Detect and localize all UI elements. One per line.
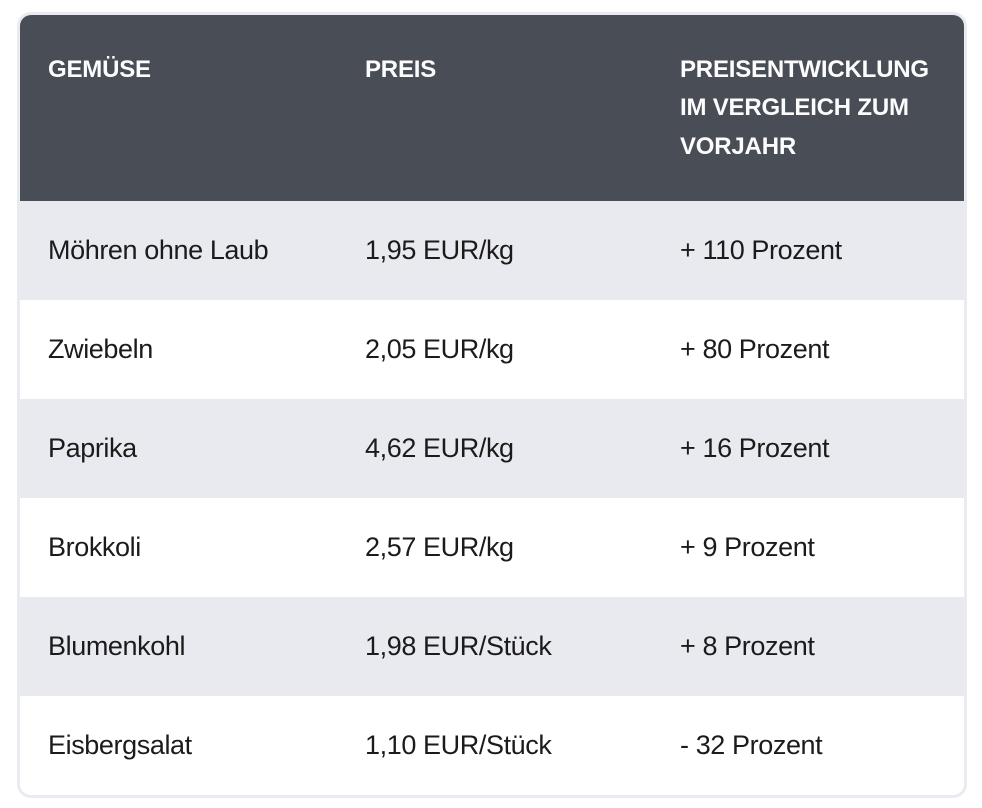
table-row: Möhren ohne Laub 1,95 EUR/kg + 110 Prozent [20,201,964,300]
table-row: Paprika 4,62 EUR/kg + 16 Prozent [20,399,964,498]
table-row: Blumenkohl 1,98 EUR/Stück + 8 Prozent [20,597,964,696]
cell-change: + 16 Prozent [680,433,830,463]
cell-change: + 8 Prozent [680,631,815,661]
cell-price: 1,95 EUR/kg [365,235,514,265]
cell-name: Zwiebeln [48,334,153,364]
cell-price: 1,98 EUR/Stück [365,631,552,661]
cell-price: 2,57 EUR/kg [365,532,514,562]
column-header-preis: PREIS [365,56,437,83]
table-row: Brokkoli 2,57 EUR/kg + 9 Prozent [20,498,964,597]
cell-price: 4,62 EUR/kg [365,433,514,463]
table-row: Zwiebeln 2,05 EUR/kg + 80 Prozent [20,300,964,399]
cell-price: 1,10 EUR/Stück [365,730,552,760]
table-row: Eisbergsalat 1,10 EUR/Stück - 32 Prozent [20,696,964,795]
cell-change: - 32 Prozent [680,730,823,760]
table-body: Möhren ohne Laub 1,95 EUR/kg + 110 Prozent… [20,201,964,795]
cell-name: Brokkoli [48,532,141,562]
cell-change: + 110 Prozent [680,235,842,265]
column-header-preisentwicklung: PREISENTWICKLUNG IM VERGLEICH ZUM VORJAH… [680,56,929,160]
cell-name: Paprika [48,433,137,463]
cell-change: + 80 Prozent [680,334,830,364]
column-header-gemuese: GEMÜSE [48,56,151,83]
cell-name: Blumenkohl [48,631,186,661]
cell-name: Eisbergsalat [48,730,192,760]
cell-name: Möhren ohne Laub [48,235,269,265]
cell-price: 2,05 EUR/kg [365,334,514,364]
vegetable-price-table: GEMÜSE PREIS PREISENTWICKLUNG IM VERGLEI… [17,12,967,798]
cell-change: + 9 Prozent [680,532,815,562]
table-header-row: GEMÜSE PREIS PREISENTWICKLUNG IM VERGLEI… [20,15,964,201]
